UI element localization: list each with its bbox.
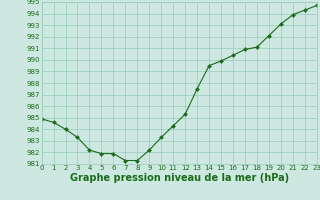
X-axis label: Graphe pression niveau de la mer (hPa): Graphe pression niveau de la mer (hPa): [70, 173, 289, 183]
